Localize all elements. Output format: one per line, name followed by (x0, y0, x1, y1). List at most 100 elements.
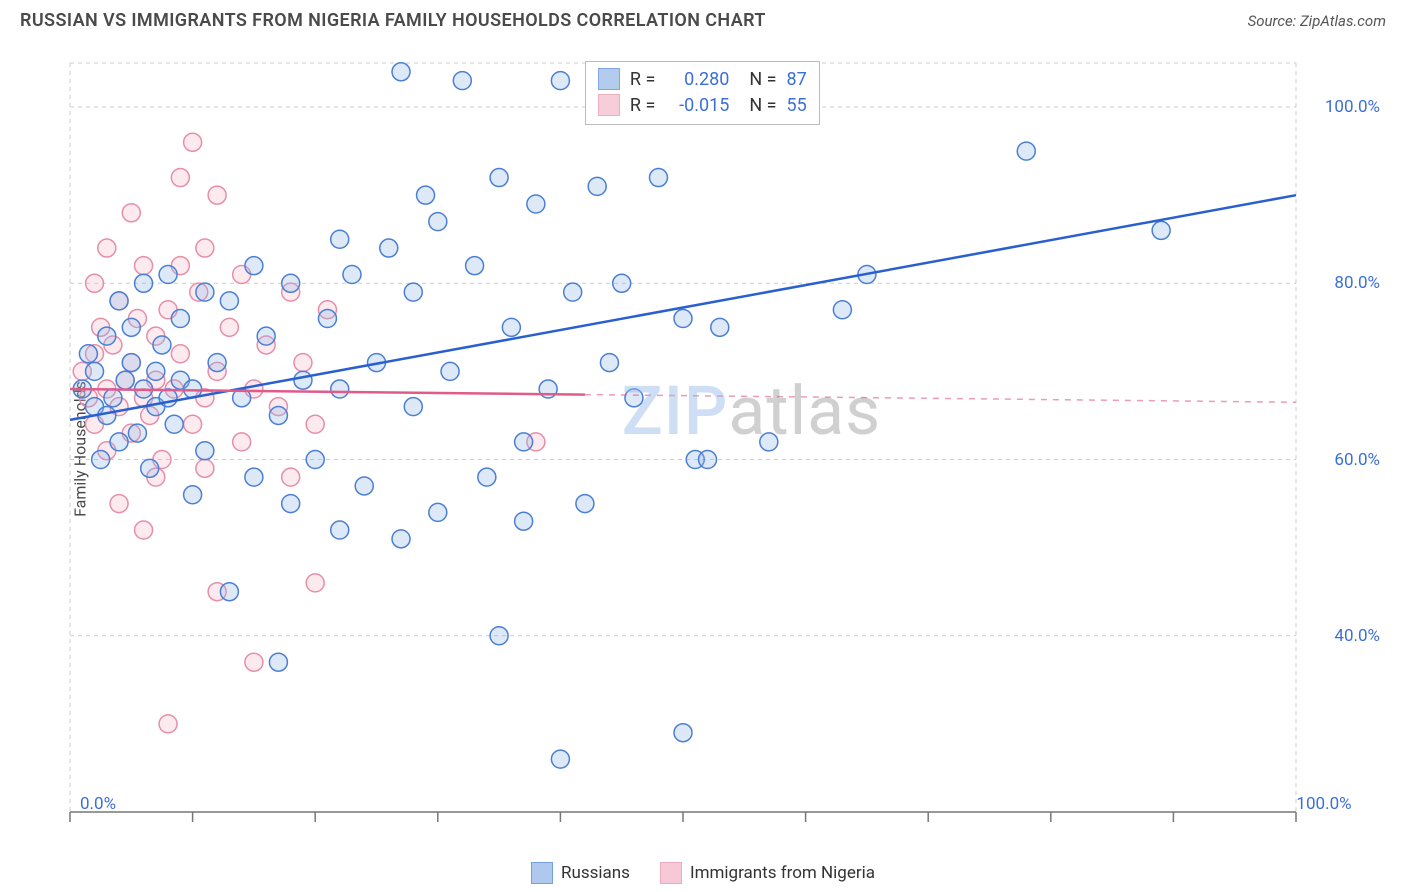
point-russians (453, 72, 471, 90)
n-value-nigeria: 55 (787, 95, 807, 116)
n-value-russians: 87 (787, 69, 807, 90)
point-nigeria (135, 257, 153, 275)
point-nigeria (245, 653, 263, 671)
point-russians (282, 495, 300, 513)
point-russians (122, 354, 140, 372)
point-nigeria (184, 415, 202, 433)
point-russians (245, 257, 263, 275)
point-russians (392, 63, 410, 81)
point-russians (613, 274, 631, 292)
point-russians (502, 318, 520, 336)
y-tick-40: 40.0% (1334, 626, 1380, 646)
stats-box: R = 0.280 N = 87 R = -0.015 N = 55 (585, 61, 820, 125)
x-tick-0: 0.0% (80, 794, 116, 814)
point-russians (355, 477, 373, 495)
point-nigeria (306, 574, 324, 592)
point-russians (306, 451, 324, 469)
r-label: R = (630, 69, 655, 90)
point-russians (564, 283, 582, 301)
r-label: R = (630, 95, 655, 116)
point-russians (153, 336, 171, 354)
legend-swatch-nigeria (660, 862, 682, 884)
point-russians (141, 459, 159, 477)
point-russians (711, 318, 729, 336)
trend-russians (70, 195, 1296, 420)
legend-item-nigeria: Immigrants from Nigeria (660, 862, 875, 884)
point-russians (98, 327, 116, 345)
r-value-russians: 0.280 (665, 69, 729, 90)
point-russians (79, 345, 97, 363)
point-nigeria (135, 521, 153, 539)
page-title: RUSSIAN VS IMMIGRANTS FROM NIGERIA FAMIL… (20, 10, 766, 31)
point-russians (294, 371, 312, 389)
point-russians (649, 169, 667, 187)
point-nigeria (208, 186, 226, 204)
point-russians (490, 627, 508, 645)
point-russians (760, 433, 778, 451)
point-russians (86, 362, 104, 380)
point-russians (331, 521, 349, 539)
point-russians (515, 512, 533, 530)
legend-label-nigeria: Immigrants from Nigeria (690, 863, 875, 883)
point-russians (104, 389, 122, 407)
x-tick-100: 100.0% (1296, 794, 1351, 814)
point-russians (490, 169, 508, 187)
point-russians (165, 415, 183, 433)
scatter-plot: ZIPatlas R = 0.280 N = 87 R = -0.015 N =… (60, 55, 1386, 842)
point-russians (1152, 221, 1170, 239)
legend-item-russians: Russians (531, 862, 630, 884)
point-russians (196, 442, 214, 460)
legend-label-russians: Russians (561, 863, 630, 883)
point-russians (625, 389, 643, 407)
point-russians (147, 362, 165, 380)
y-tick-60: 60.0% (1334, 450, 1380, 470)
point-russians (159, 265, 177, 283)
point-russians (551, 72, 569, 90)
point-russians (122, 318, 140, 336)
stats-row-russians: R = 0.280 N = 87 (598, 66, 807, 92)
point-nigeria (86, 274, 104, 292)
point-nigeria (171, 169, 189, 187)
point-russians (184, 486, 202, 504)
point-nigeria (122, 204, 140, 222)
point-russians (417, 186, 435, 204)
point-nigeria (196, 239, 214, 257)
point-russians (600, 354, 618, 372)
point-nigeria (98, 239, 116, 257)
point-nigeria (220, 318, 238, 336)
point-russians (576, 495, 594, 513)
point-russians (331, 380, 349, 398)
y-tick-100: 100.0% (1325, 97, 1380, 117)
source-label: Source: ZipAtlas.com (1248, 12, 1386, 30)
point-russians (1017, 142, 1035, 160)
point-russians (441, 362, 459, 380)
point-russians (343, 265, 361, 283)
point-russians (269, 406, 287, 424)
point-russians (404, 283, 422, 301)
point-russians (466, 257, 484, 275)
point-russians (171, 310, 189, 328)
point-russians (196, 283, 214, 301)
n-label: N = (749, 69, 776, 90)
point-russians (110, 433, 128, 451)
point-russians (318, 310, 336, 328)
point-nigeria (282, 468, 300, 486)
legend-swatch-russians (531, 862, 553, 884)
point-russians (110, 292, 128, 310)
point-russians (674, 724, 692, 742)
point-russians (208, 354, 226, 372)
point-russians (220, 583, 238, 601)
point-nigeria (171, 345, 189, 363)
point-nigeria (294, 354, 312, 372)
swatch-russians (598, 68, 620, 90)
point-russians (833, 301, 851, 319)
stats-row-nigeria: R = -0.015 N = 55 (598, 92, 807, 118)
point-russians (128, 424, 146, 442)
point-russians (116, 371, 134, 389)
n-label: N = (749, 95, 776, 116)
point-russians (478, 468, 496, 486)
point-russians (588, 177, 606, 195)
point-russians (527, 195, 545, 213)
point-russians (282, 274, 300, 292)
point-russians (515, 433, 533, 451)
